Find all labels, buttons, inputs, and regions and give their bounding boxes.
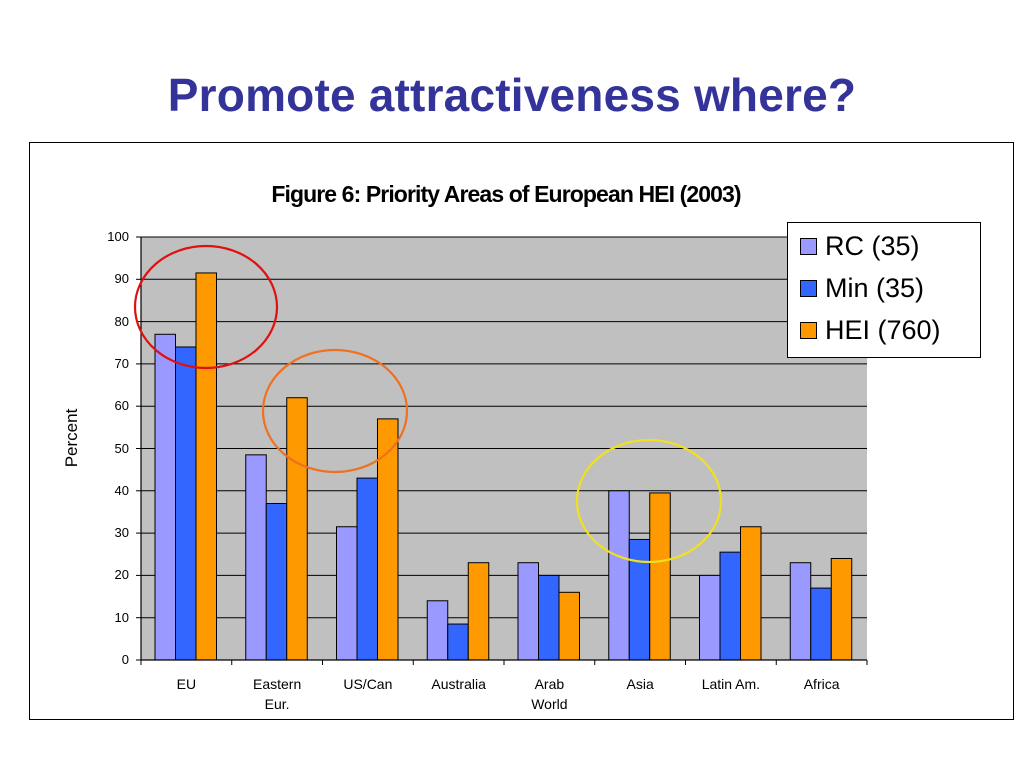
bar <box>175 346 197 661</box>
bar <box>336 526 358 661</box>
legend-label: Min (35) <box>825 272 925 303</box>
x-tick-label: EU <box>176 676 197 692</box>
x-tick-label: Arab World <box>531 676 568 712</box>
y-tick-label: 80 <box>114 313 129 329</box>
bar <box>558 591 580 661</box>
slide-title: Promote attractiveness where? <box>167 69 857 121</box>
legend-label: HEI (760) <box>825 314 941 345</box>
x-tick-label: Asia <box>626 676 654 692</box>
legend-swatch <box>800 237 817 255</box>
chart-title: Figure 6: Priority Areas of European HEI… <box>271 181 741 207</box>
y-tick-label: 20 <box>114 567 129 583</box>
bar <box>830 557 853 661</box>
y-tick-label: 50 <box>114 440 129 456</box>
legend-item: RC (35) <box>800 231 920 261</box>
y-tick-label: 30 <box>114 525 129 541</box>
bar <box>447 623 469 661</box>
bar <box>538 574 560 661</box>
bar <box>649 492 671 661</box>
legend-item: HEI (760) <box>800 315 941 345</box>
legend-swatch <box>800 279 817 297</box>
bar <box>699 574 721 661</box>
x-tick-label: Latin Am. <box>701 676 761 692</box>
bar <box>154 333 176 661</box>
bar <box>286 397 308 661</box>
bar <box>789 562 812 661</box>
x-tick-label: US/Can <box>343 676 393 692</box>
highlight-ellipse <box>133 244 279 370</box>
legend-label: RC (35) <box>825 230 920 261</box>
y-tick-label: 70 <box>114 355 129 371</box>
y-tick-label: 60 <box>114 398 129 414</box>
x-tick-label: Africa <box>803 676 840 692</box>
bar <box>810 587 832 661</box>
bar <box>265 502 288 661</box>
bar <box>195 272 217 661</box>
bar <box>517 562 539 661</box>
y-tick-label: 90 <box>114 271 129 287</box>
x-tick-label: Eastern Eur. <box>253 676 302 712</box>
bar <box>356 477 378 661</box>
bar <box>719 551 741 661</box>
y-tick-label: 100 <box>107 229 129 244</box>
bar <box>467 562 490 661</box>
legend-swatch <box>800 321 817 339</box>
legend: RC (35) Min (35) HEI (760) <box>787 222 981 358</box>
bar <box>377 418 399 661</box>
y-axis-label: Percent <box>62 408 81 468</box>
y-tick-label: 40 <box>114 482 129 498</box>
bar <box>245 454 267 661</box>
y-tick-label: 10 <box>114 609 129 625</box>
y-tick-label: 0 <box>121 652 129 667</box>
bar <box>628 538 651 661</box>
legend-item: Min (35) <box>800 273 924 303</box>
bar <box>608 490 630 661</box>
x-tick-label: Australia <box>431 676 486 692</box>
bar <box>426 600 449 661</box>
highlight-ellipse <box>575 438 723 564</box>
highlight-ellipse <box>261 348 409 474</box>
bar <box>740 526 762 661</box>
